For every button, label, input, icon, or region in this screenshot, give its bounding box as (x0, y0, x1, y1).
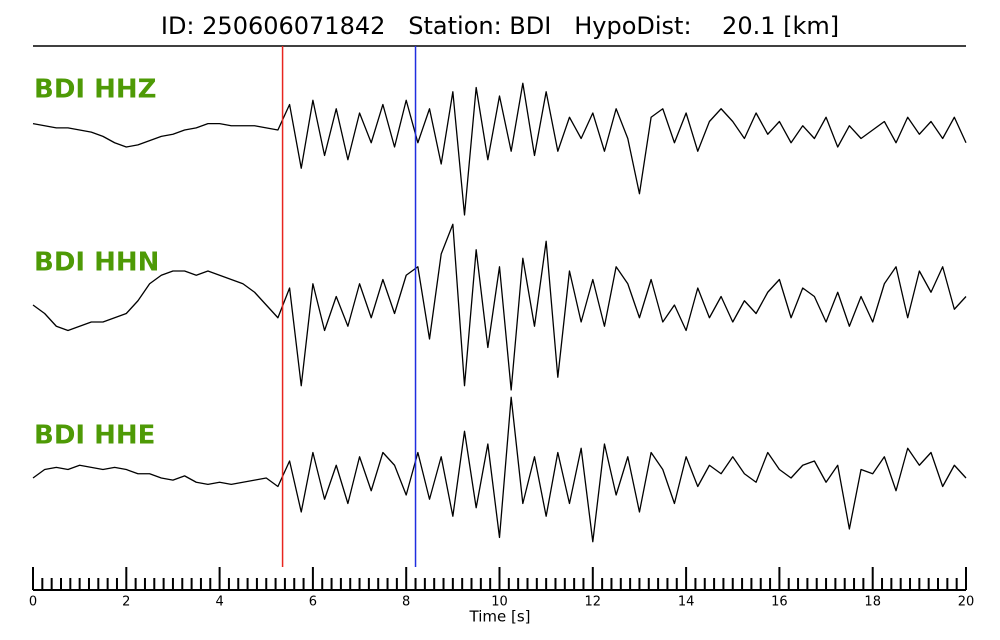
waveform (32, 396, 967, 543)
x-tick-label: 16 (771, 595, 788, 610)
x-tick-label: 0 (29, 595, 37, 610)
trace-label: BDI HHN (34, 248, 159, 278)
x-tick-label: 4 (215, 595, 223, 610)
x-tick-label: 8 (402, 595, 410, 610)
x-tick-label: 12 (585, 595, 602, 610)
x-tick-label: 18 (864, 595, 881, 610)
x-tick-label: 14 (678, 595, 695, 610)
chart-title: ID: 250606071842 Station: BDI HypoDist: … (161, 12, 839, 40)
x-tick-label: 2 (122, 595, 130, 610)
trace-label: BDI HHE (34, 421, 155, 451)
waveform (32, 223, 967, 391)
x-tick-label: 20 (958, 595, 975, 610)
x-axis-label: Time [s] (469, 608, 531, 626)
trace-label: BDI HHZ (34, 75, 157, 105)
waveform (32, 82, 967, 216)
x-tick-label: 6 (309, 595, 317, 610)
x-tick-label: 10 (491, 595, 508, 610)
